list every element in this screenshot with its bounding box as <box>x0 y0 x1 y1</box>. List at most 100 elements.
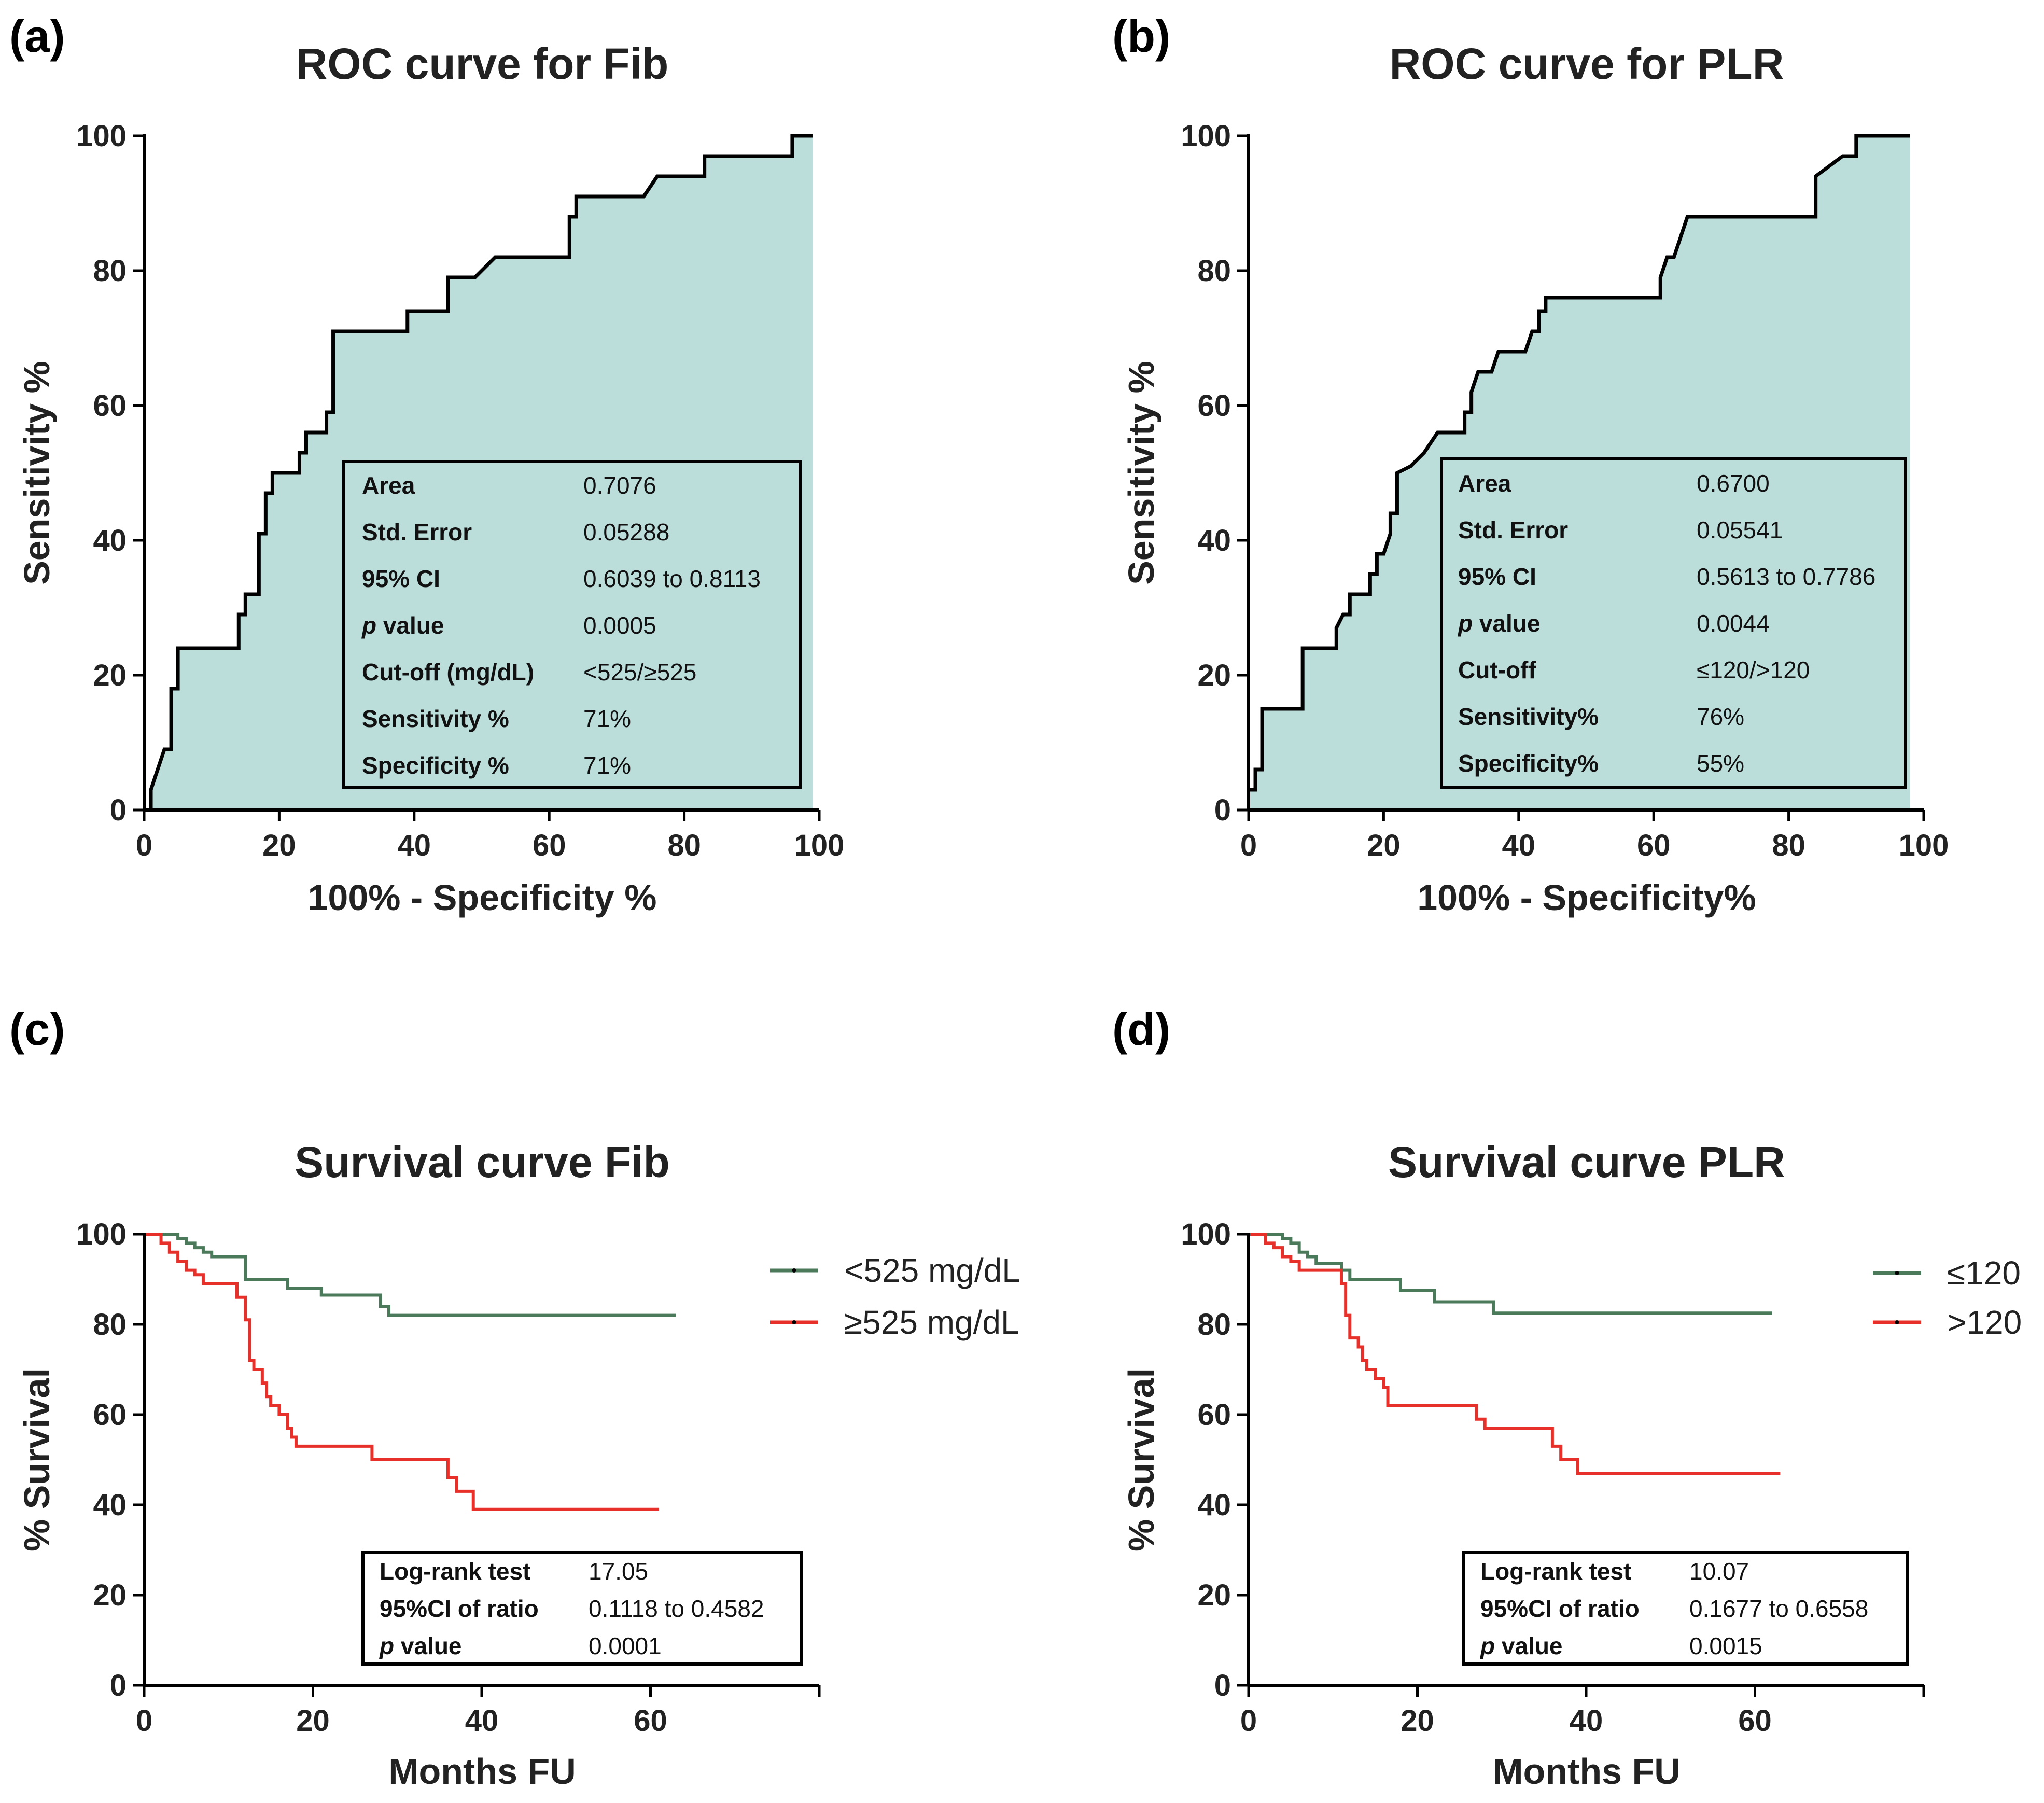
stats-key: Cut-off <box>1458 656 1536 683</box>
chart-panel-4: (d) Survival curve PLR 0 20 40 60 0 20 40 60 80 100… <box>1112 1003 2022 1792</box>
stats-value: 0.0001 <box>589 1632 662 1659</box>
stats-value: 0.1677 to 0.6558 <box>1689 1595 1868 1622</box>
legend-marker <box>1895 1320 1899 1324</box>
y-tick-label: 40 <box>93 1488 127 1522</box>
stats-value: <525/≥525 <box>583 659 696 686</box>
stats-key: Cut-off (mg/dL) <box>362 659 534 686</box>
roc-curve-line <box>1249 134 1910 792</box>
y-tick-label: 100 <box>76 119 127 153</box>
stats-box <box>361 1551 803 1666</box>
stats-value: 0.05541 <box>1697 516 1783 543</box>
y-tick-label: 20 <box>93 659 127 692</box>
survival-line-low <box>1249 1233 1772 1315</box>
x-tick-label: 100 <box>1899 829 1949 862</box>
stats-key: p value <box>361 612 444 639</box>
legend-marker <box>1895 1271 1899 1275</box>
stats-value: 0.6039 to 0.8113 <box>583 565 761 592</box>
chart-panel-3: (c) Survival curve Fib 0 20 40 60 0 20 40 60 80 100… <box>9 1003 1020 1792</box>
y-tick-label: 100 <box>1181 119 1231 153</box>
stats-value: 0.05288 <box>583 519 669 546</box>
x-axis-title: 100% - Specificity% <box>1417 877 1756 918</box>
y-tick-label: 0 <box>110 793 127 827</box>
x-tick-label: 40 <box>1502 829 1536 862</box>
stats-key: Sensitivity % <box>362 705 509 732</box>
y-tick-label: 40 <box>1197 1488 1231 1522</box>
stats-value: 0.1118 to 0.4582 <box>589 1595 764 1622</box>
x-tick-label: 20 <box>262 829 296 862</box>
y-tick-label: 60 <box>93 1398 127 1432</box>
survival-line-low <box>144 1233 676 1317</box>
stats-value: 0.7076 <box>583 472 656 499</box>
y-tick-label: 80 <box>1197 254 1231 288</box>
y-tick-label: 100 <box>1181 1218 1231 1251</box>
survival-line-high <box>144 1233 659 1511</box>
chart-panel-2: (b) ROC curve for PLR 0 20 40 60 80 100 0 20 40 60 8… <box>1112 10 1949 918</box>
y-axis-title: Sensitivity % <box>17 361 57 585</box>
stats-value: 71% <box>583 752 631 779</box>
legend-label: ≤120 <box>1947 1254 2021 1292</box>
stats-key: Sensitivity% <box>1458 703 1599 730</box>
x-tick-label: 80 <box>1772 829 1805 862</box>
x-tick-label: 60 <box>1738 1704 1772 1738</box>
panel-letter: (a) <box>9 10 65 62</box>
stats-box <box>342 460 802 789</box>
y-tick-label: 20 <box>93 1578 127 1612</box>
x-tick-label: 60 <box>533 829 566 862</box>
chart-panel-1: (a) ROC curve for Fib 0 20 40 60 80 100 0 20 40 60 8… <box>9 10 844 918</box>
x-tick-label: 60 <box>1637 829 1671 862</box>
chart-title: ROC curve for PLR <box>1390 39 1784 88</box>
stats-value: 0.0044 <box>1697 610 1770 637</box>
y-tick-label: 40 <box>1197 524 1231 557</box>
y-tick-label: 80 <box>93 1308 127 1341</box>
stats-key: 95%CI of ratio <box>1480 1595 1640 1622</box>
legend-marker <box>792 1268 796 1273</box>
x-tick-label: 20 <box>1401 1704 1434 1738</box>
chart-title: Survival curve PLR <box>1388 1138 1785 1186</box>
x-tick-label: 40 <box>398 829 431 862</box>
x-tick-label: 100 <box>794 829 845 862</box>
stats-key: Log-rank test <box>380 1558 530 1585</box>
y-tick-label: 100 <box>76 1218 127 1251</box>
y-tick-label: 80 <box>93 254 127 288</box>
stats-key: Log-rank test <box>1480 1558 1631 1585</box>
roc-area-fill <box>1249 136 1910 810</box>
stats-key: Std. Error <box>362 519 472 546</box>
stats-key: Std. Error <box>1458 516 1568 543</box>
y-tick-label: 80 <box>1197 1308 1231 1341</box>
stats-box <box>1462 1551 1909 1666</box>
stats-value: ≤120/>120 <box>1697 656 1810 683</box>
stats-key: Specificity % <box>362 752 509 779</box>
x-tick-label: 0 <box>136 1704 152 1738</box>
stats-key: Area <box>1458 470 1511 497</box>
x-tick-label: 0 <box>1240 829 1257 862</box>
y-tick-label: 20 <box>1197 1578 1231 1612</box>
stats-value: 10.07 <box>1689 1558 1749 1585</box>
y-tick-label: 60 <box>93 389 127 423</box>
y-axis-title: % Survival <box>1121 1368 1161 1552</box>
panel-letter: (c) <box>9 1003 65 1055</box>
stats-key: 95%CI of ratio <box>380 1595 539 1622</box>
stats-value: 71% <box>583 705 631 732</box>
stats-key: p value <box>1457 610 1541 637</box>
chart-title: Survival curve Fib <box>295 1138 670 1186</box>
stats-value: 76% <box>1697 703 1744 730</box>
x-tick-label: 20 <box>296 1704 330 1738</box>
x-tick-label: 40 <box>1570 1704 1603 1738</box>
y-tick-label: 0 <box>110 1669 127 1702</box>
panel-letter: (b) <box>1112 10 1170 62</box>
y-axis-title: % Survival <box>17 1368 57 1552</box>
legend-marker <box>792 1320 796 1324</box>
x-tick-label: 60 <box>634 1704 667 1738</box>
x-axis-title: 100% - Specificity % <box>307 877 656 918</box>
stats-key: Area <box>362 472 415 499</box>
x-tick-label: 0 <box>136 829 152 862</box>
legend-label: <525 mg/dL <box>844 1252 1020 1289</box>
legend-label: ≥525 mg/dL <box>844 1304 1019 1341</box>
stats-value: 17.05 <box>589 1558 648 1585</box>
stats-value: 55% <box>1697 750 1744 777</box>
y-axis-title: Sensitivity % <box>1121 361 1161 585</box>
x-tick-label: 40 <box>465 1704 499 1738</box>
y-tick-label: 0 <box>1214 793 1231 827</box>
stats-key: 95% CI <box>362 565 440 592</box>
